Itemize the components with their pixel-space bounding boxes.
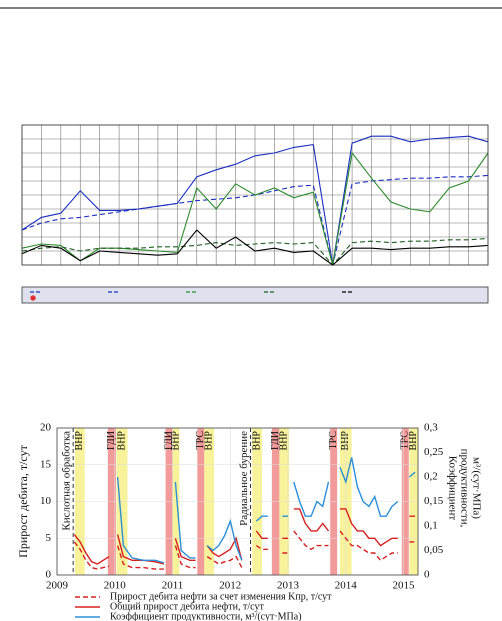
legend-star bbox=[30, 295, 36, 301]
series-line bbox=[21, 135, 489, 266]
y-tick-label: 5 bbox=[46, 532, 52, 544]
plot-frame bbox=[56, 427, 419, 576]
y-tick-label: 0 bbox=[46, 569, 52, 581]
y2-tick-label: 0,2 bbox=[424, 471, 438, 483]
event-label: ГДИ bbox=[270, 431, 281, 450]
series-line bbox=[73, 508, 416, 565]
y-tick-label: 15 bbox=[40, 458, 52, 470]
x-tick-label: 2009 bbox=[46, 580, 69, 592]
event-label: ГДИ bbox=[106, 431, 117, 450]
legend-box bbox=[21, 286, 489, 304]
y2-tick-label: 0,1 bbox=[424, 520, 438, 532]
x-tick-label: 2010 bbox=[104, 580, 127, 592]
y2-tick-label: 0 bbox=[424, 569, 430, 581]
event-label: ТРС bbox=[195, 431, 206, 450]
y2-axis-title: Коэффициент bbox=[446, 456, 458, 521]
legend-label: Общий прирост дебита нефти, т/сут bbox=[110, 601, 264, 612]
y2-tick-label: 0,15 bbox=[424, 495, 444, 507]
series-line bbox=[21, 237, 489, 266]
series-line bbox=[21, 229, 489, 266]
y2-tick-label: 0,05 bbox=[424, 544, 444, 556]
event-label: ВНР bbox=[279, 431, 290, 451]
event-label: ГДИ bbox=[163, 431, 174, 450]
y-tick-label: 10 bbox=[40, 495, 52, 507]
series-line bbox=[116, 457, 416, 564]
x-tick-label: 2011 bbox=[162, 580, 184, 592]
x-tick-label: 2014 bbox=[335, 580, 358, 592]
y2-axis-title: продуктивности, bbox=[458, 449, 470, 528]
y2-axis-title: м³/(сут·МПа) bbox=[470, 457, 482, 519]
y2-tick-label: 0,25 bbox=[424, 446, 444, 458]
event-label: ВНР bbox=[74, 431, 85, 451]
event-label: ТРС bbox=[400, 431, 411, 450]
legend-label: Коэффициент продуктивности, м³/(сут·МПа) bbox=[110, 611, 302, 621]
event-label: ТРС bbox=[328, 431, 339, 450]
series-line bbox=[73, 530, 416, 570]
y2-tick-label: 0,3 bbox=[424, 422, 438, 434]
plot-frame bbox=[21, 124, 489, 266]
x-tick-label: 2013 bbox=[277, 580, 300, 592]
event-marker-label: Радиальное бурение bbox=[238, 431, 250, 526]
legend-label: Прирост дебита нефти за счет изменения K… bbox=[110, 591, 332, 602]
y-tick-label: 20 bbox=[40, 422, 52, 434]
event-label: ВНР bbox=[203, 431, 214, 451]
x-tick-label: 2012 bbox=[219, 580, 241, 592]
x-tick-label: 2015 bbox=[393, 580, 416, 592]
event-label: ВНР bbox=[408, 431, 419, 451]
event-marker-label: Кислотная обработка bbox=[61, 431, 73, 531]
event-label: ВНР bbox=[116, 431, 127, 451]
event-label: ВНР bbox=[170, 431, 181, 451]
series-line bbox=[21, 151, 489, 266]
y-axis-title: Прирост дебита, т/сут bbox=[16, 444, 30, 557]
event-label: ВНР bbox=[251, 431, 262, 451]
